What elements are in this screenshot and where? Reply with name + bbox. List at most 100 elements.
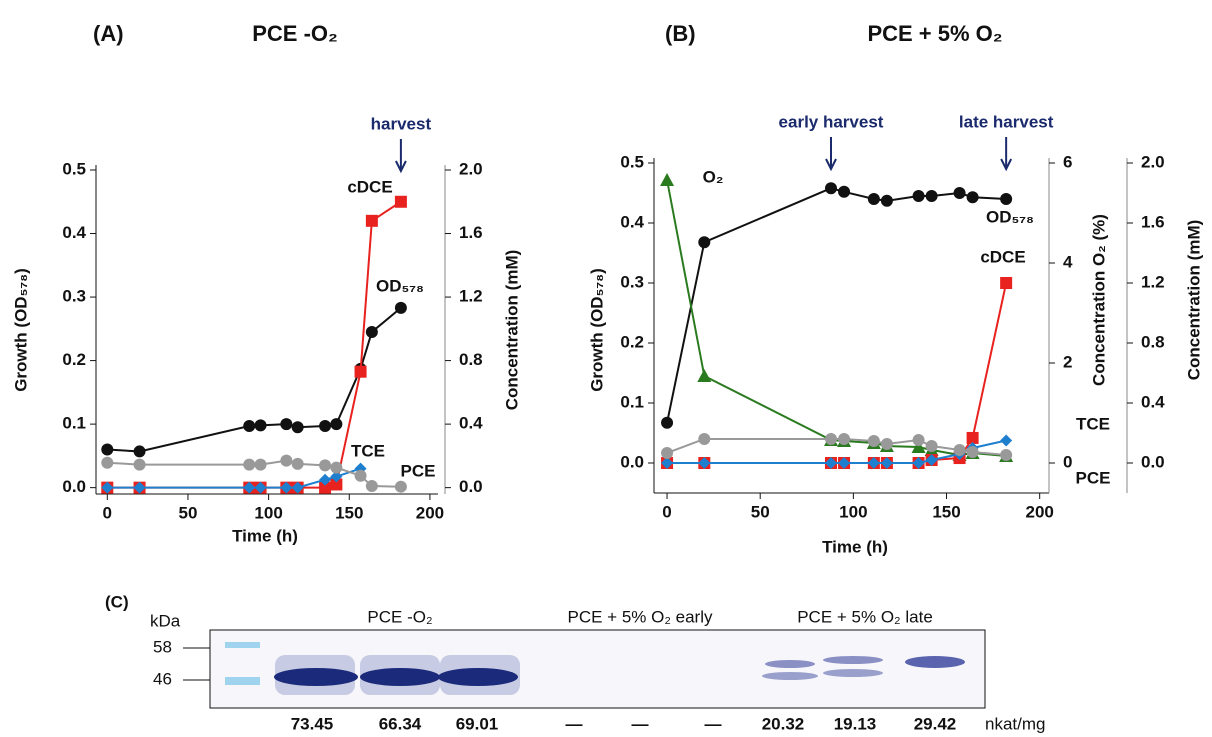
series-label: PCE xyxy=(401,461,436,480)
point xyxy=(913,434,925,446)
point xyxy=(954,444,966,456)
series-label: OD₅₇₈ xyxy=(376,276,424,295)
activity-value: 66.34 xyxy=(379,714,422,733)
gel-band xyxy=(765,660,815,668)
chart-title: PCE + 5% O₂ xyxy=(867,21,1002,46)
annotation: late harvest xyxy=(959,112,1054,131)
point xyxy=(838,433,850,445)
marker-label: 58 xyxy=(153,637,172,656)
point xyxy=(1000,193,1012,205)
point xyxy=(838,186,850,198)
gel-band xyxy=(360,668,440,686)
point xyxy=(330,418,342,430)
point xyxy=(292,458,304,470)
y-tick-label: 0.4 xyxy=(62,223,86,242)
point xyxy=(280,418,292,430)
y3-axis-title: Concentration (mM) xyxy=(1184,220,1203,381)
y-tick-label: 0.5 xyxy=(620,152,644,171)
point xyxy=(660,173,674,186)
activity-value: 29.42 xyxy=(914,714,957,733)
y-axis-title: Growth (OD₅₇₈) xyxy=(587,268,606,392)
series-label: cDCE xyxy=(980,247,1025,266)
gel-panel: (C) kDa 58 46 PCE -O₂ PCE + 5% O₂ early … xyxy=(105,592,1045,733)
point xyxy=(292,421,304,433)
group-label: PCE + 5% O₂ late xyxy=(797,607,933,626)
x-tick-label: 100 xyxy=(839,502,867,521)
activity-value: — xyxy=(632,714,649,733)
point xyxy=(355,470,367,482)
y2-tick-label: 1.6 xyxy=(459,223,483,242)
y3-tick-label: 1.6 xyxy=(1141,212,1165,231)
y-tick-label: 0.5 xyxy=(62,159,86,178)
y2-tick-label: 1.2 xyxy=(459,287,483,306)
point xyxy=(868,193,880,205)
activity-value: — xyxy=(705,714,722,733)
ladder-band xyxy=(225,677,260,685)
series-label: O₂ xyxy=(703,167,724,186)
point xyxy=(1000,277,1012,289)
point xyxy=(366,326,378,338)
point xyxy=(954,187,966,199)
point xyxy=(913,190,925,202)
ladder-band xyxy=(225,642,260,648)
series-label: OD₅₇₈ xyxy=(986,207,1034,226)
x-tick-label: 0 xyxy=(103,503,112,522)
y2-tick-label: 2.0 xyxy=(459,159,483,178)
x-axis-title: Time (h) xyxy=(822,537,888,556)
point xyxy=(825,182,837,194)
y-tick-label: 0.1 xyxy=(62,414,86,433)
point xyxy=(366,480,378,492)
y2-tick-label: 0 xyxy=(1063,452,1072,471)
point xyxy=(366,215,378,227)
x-tick-label: 150 xyxy=(932,502,960,521)
activity-value: 69.01 xyxy=(456,714,499,733)
y2-tick-label: 6 xyxy=(1063,152,1072,171)
series-label: TCE xyxy=(351,441,385,460)
figure: (A) PCE -O₂ (B) PCE + 5% O₂ (C) kDa 58 4… xyxy=(0,0,1212,737)
point xyxy=(101,457,113,469)
series-label: TCE xyxy=(1076,414,1110,433)
series-label: cDCE xyxy=(347,177,392,196)
group-label: PCE -O₂ xyxy=(367,607,432,626)
gel-band xyxy=(905,656,965,668)
y2-tick-label: 2 xyxy=(1063,352,1072,371)
panel-label: (A) xyxy=(93,21,124,46)
point xyxy=(868,435,880,447)
point xyxy=(1000,435,1012,447)
gel-band xyxy=(823,656,883,664)
activity-unit: nkat/mg xyxy=(985,714,1045,733)
y2-tick-label: 0.0 xyxy=(459,477,483,496)
point xyxy=(926,440,938,452)
gel-band xyxy=(762,672,818,680)
x-tick-label: 200 xyxy=(1025,502,1053,521)
series-label: PCE xyxy=(1076,468,1111,487)
point xyxy=(319,459,331,471)
point xyxy=(355,366,367,378)
y-tick-label: 0.2 xyxy=(62,350,86,369)
annotation: harvest xyxy=(371,114,432,133)
point xyxy=(134,459,146,471)
point xyxy=(1000,449,1012,461)
activity-value: 19.13 xyxy=(834,714,877,733)
point xyxy=(319,420,331,432)
point xyxy=(280,455,292,467)
activity-value: 73.45 xyxy=(291,714,334,733)
point xyxy=(661,447,673,459)
y2-axis-title: Concentration (mM) xyxy=(502,250,521,411)
point xyxy=(330,462,342,474)
point xyxy=(255,459,267,471)
series-line xyxy=(667,180,1006,456)
y2-tick-label: 4 xyxy=(1063,252,1073,271)
point xyxy=(967,191,979,203)
point xyxy=(255,419,267,431)
point xyxy=(395,481,407,493)
y2-tick-label: 0.4 xyxy=(459,414,483,433)
y3-tick-label: 0.4 xyxy=(1141,392,1165,411)
series-line xyxy=(107,308,401,452)
y-tick-label: 0.1 xyxy=(620,392,644,411)
panel-label: (B) xyxy=(665,21,696,46)
x-tick-label: 0 xyxy=(662,502,671,521)
y-tick-label: 0.4 xyxy=(620,212,644,231)
point xyxy=(698,236,710,248)
y-tick-label: 0.0 xyxy=(62,477,86,496)
